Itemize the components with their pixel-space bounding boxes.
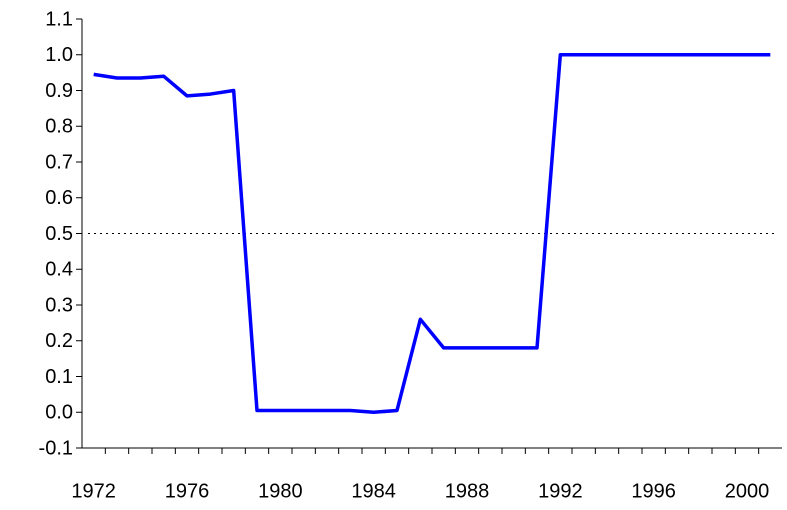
- x-tick-label: 1972: [71, 480, 116, 502]
- y-tick-label: 0.0: [45, 402, 73, 424]
- y-tick-label: 0.1: [45, 366, 73, 388]
- x-tick-label: 1992: [538, 480, 583, 502]
- x-tick-label: 2000: [725, 480, 770, 502]
- y-tick-label: 0.8: [45, 116, 73, 138]
- y-tick-label: 1.1: [45, 8, 73, 30]
- y-tick-label: 0.2: [45, 330, 73, 352]
- y-tick-label: 0.7: [45, 151, 73, 173]
- y-tick-label: 0.6: [45, 187, 73, 209]
- y-tick-label: 0.9: [45, 80, 73, 102]
- x-tick-label: 1980: [258, 480, 303, 502]
- data-line: [93, 53, 771, 414]
- x-tick-label: 1988: [445, 480, 490, 502]
- y-tick-label: -0.1: [39, 437, 73, 459]
- y-tick-label: 0.5: [45, 223, 73, 245]
- x-tick-label: 1996: [631, 480, 676, 502]
- y-tick-label: 0.3: [45, 294, 73, 316]
- x-tick-label: 1976: [165, 480, 210, 502]
- y-tick-label: 0.4: [45, 259, 73, 281]
- x-tick-label: 1984: [351, 480, 396, 502]
- y-tick-label: 1.0: [45, 44, 73, 66]
